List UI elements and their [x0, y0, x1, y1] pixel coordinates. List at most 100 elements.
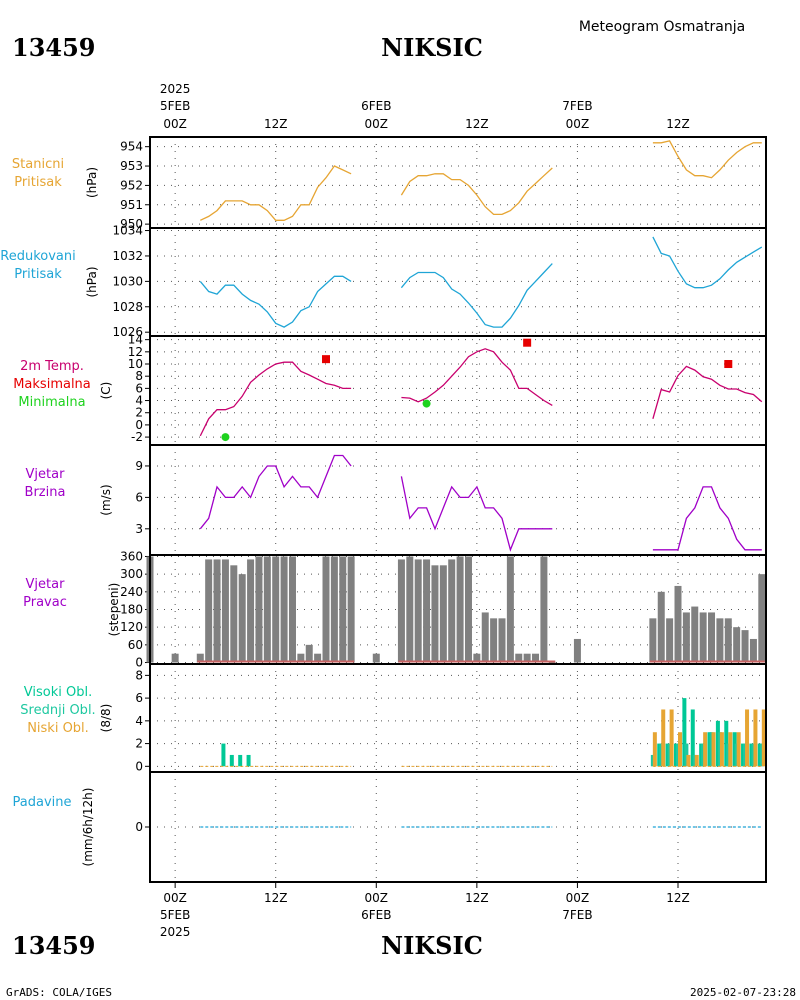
wind-dir-bar-4 [213, 559, 221, 663]
cloud-bar-0-9 [690, 709, 695, 767]
wind_speed-line-segment-0 [199, 454, 352, 530]
ytick-label: 0 [135, 656, 143, 670]
ytick-label: 1032 [112, 249, 143, 263]
wind-dir-bar-33 [490, 618, 498, 663]
wind-dir-bar-49 [708, 612, 716, 663]
ytick-label: 4 [135, 714, 143, 728]
panel-title-line: Visoki Obl. [24, 685, 92, 700]
wind-dir-bar-1 [171, 653, 179, 663]
ytick-label: 2 [135, 406, 143, 420]
wind-dir-bar-39 [540, 556, 548, 663]
panel-station_pressure: 950 951 952 953 954 Stanicni Pritisak (hPa) [12, 136, 767, 231]
ytick-label: 9 [135, 459, 143, 473]
cloud-bar-2-11 [711, 732, 716, 767]
ytick-label: 1030 [112, 274, 143, 288]
cloud-bar-2-16 [753, 709, 758, 767]
cloud-bar-2-8 [686, 754, 691, 767]
panel-precipitation: 0 Padavine (mm/6h/12h) [13, 771, 767, 883]
ytick-label: 2 [135, 737, 143, 751]
y-unit-label: (8/8) [99, 704, 113, 733]
ytick-label: 120 [120, 620, 143, 634]
wind-dir-bar-34 [498, 618, 506, 663]
temperature-line-segment-1 [401, 348, 553, 406]
y-unit-label: (hPa) [85, 167, 99, 198]
cloud-bar-2-13 [728, 732, 733, 767]
y-unit-label: (C) [99, 382, 113, 400]
panel-title-line: 2m Temp. [20, 359, 84, 374]
wind-dir-bar-13 [288, 556, 296, 663]
tmin-marker-0 [221, 433, 230, 442]
ytick-label: 240 [120, 585, 143, 599]
cloud-bar-2-6 [669, 709, 674, 767]
cloud-bar-0-3 [246, 754, 251, 767]
panel-frame [149, 227, 767, 337]
wind-dir-bar-38 [532, 653, 540, 663]
panel-title-line: Vjetar [26, 467, 66, 482]
wind-dir-bar-17 [322, 556, 330, 663]
ytick-label: 954 [120, 140, 143, 154]
cloud-bar-0-0 [221, 743, 226, 767]
wind-dir-bar-14 [297, 653, 305, 663]
wind-dir-bar-2 [196, 653, 204, 663]
wind-dir-bar-28 [448, 559, 456, 663]
year-label-top: 2025 [160, 82, 191, 96]
wind-dir-bar-35 [506, 556, 514, 663]
wind-dir-bar-44 [666, 618, 674, 663]
panel-title-line: Pravac [23, 595, 67, 610]
ytick-label: -2 [131, 430, 143, 444]
cloud-bar-0-8 [682, 698, 687, 767]
panel-title-line: Pritisak [14, 175, 62, 190]
station_pressure-line-segment-2 [652, 140, 762, 179]
cloud-bar-2-17 [761, 709, 766, 767]
station-name-bottom: NIKSIC [381, 931, 483, 960]
panel-frame [149, 335, 767, 446]
panel-title-line: Vjetar [26, 577, 66, 592]
tmin-marker-1 [422, 399, 431, 408]
panel-title-line: Padavine [13, 795, 72, 810]
time-tick-top: 12Z [264, 117, 288, 131]
y-unit-label: (mm/6h/12h) [81, 788, 95, 867]
wind-dir-bar-27 [439, 565, 447, 663]
station-id-top: 13459 [12, 33, 96, 62]
wind-dir-bar-53 [741, 630, 749, 663]
wind-dir-bar-29 [456, 556, 464, 663]
wind-dir-bar-31 [473, 653, 481, 663]
wind-dir-bar-54 [749, 638, 757, 663]
panel-title-line: Stanicni [12, 157, 64, 172]
panel-wind_speed: 3 6 9 Vjetar Brzina (m/s) [25, 444, 767, 556]
wind-dir-bar-30 [464, 556, 472, 663]
product-title: Meteogram Osmatranja [579, 19, 745, 35]
y-unit-label: (m/s) [99, 484, 113, 515]
cloud-bar-2-4 [652, 732, 657, 767]
wind-dir-bar-8 [247, 559, 255, 663]
panel-frame [149, 136, 767, 229]
wind-dir-bar-15 [305, 644, 313, 663]
tmax-marker-1 [523, 338, 532, 347]
wind-dir-bar-37 [523, 653, 531, 663]
tmax-marker-0 [322, 355, 330, 364]
day-label-top: 7FEB [562, 99, 592, 113]
temperature-line-segment-2 [652, 365, 763, 419]
wind-dir-bar-24 [414, 559, 422, 663]
wind-dir-bar-21 [372, 653, 380, 663]
ytick-label: 0 [135, 418, 143, 432]
wind-dir-bar-3 [205, 559, 213, 663]
year-label-bottom: 2025 [160, 925, 191, 939]
ytick-label: 300 [120, 567, 143, 581]
tmax-marker-2 [724, 360, 733, 369]
wind-dir-bar-41 [573, 638, 581, 663]
temperature-line-segment-0 [199, 361, 352, 437]
wind-dir-bar-48 [699, 612, 707, 663]
cloud-bar-2-15 [745, 709, 750, 767]
time-tick-bottom: 00Z [365, 891, 389, 905]
footer-credit: GrADS: COLA/IGES [6, 986, 112, 999]
wind-dir-bar-22 [397, 559, 405, 663]
time-tick-bottom: 12Z [264, 891, 288, 905]
wind-dir-bar-5 [221, 559, 229, 663]
panel-frame [149, 771, 767, 883]
ytick-label: 1026 [112, 325, 143, 339]
panel-title-line: Niski Obl. [27, 721, 89, 736]
ytick-label: 951 [120, 198, 143, 212]
